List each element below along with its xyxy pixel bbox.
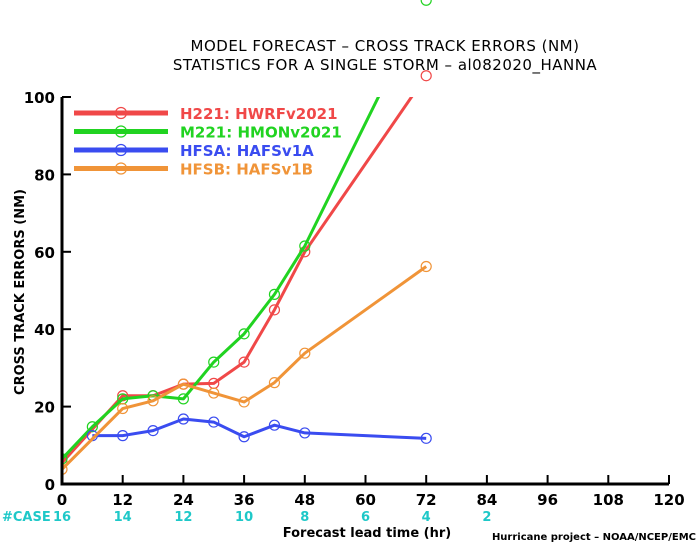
series-layer xyxy=(62,97,432,475)
x-tick-label: 120 xyxy=(653,491,684,509)
y-tick-label: 40 xyxy=(34,321,55,339)
data-point-h221-hwrfv2021 xyxy=(238,356,250,368)
x-tick-label: 84 xyxy=(476,491,497,509)
legend-label-m221-hmonv2021: M221: HMONv2021 xyxy=(180,124,342,142)
axes: 0 20 40 60 80 100 0 12 24 36 48 60 72 84 96 108 120 xyxy=(24,89,685,509)
y-tick-label: 20 xyxy=(34,399,55,417)
case-count: 8 xyxy=(300,510,309,525)
data-point-hfsa-hafsv1a xyxy=(177,413,189,425)
data-point-hfsb-hafsv1b xyxy=(177,378,189,390)
data-point-hfsb-hafsv1b xyxy=(420,260,432,273)
data-point-m221-hmonv2021 xyxy=(62,453,68,465)
legend-label-h221-hwrfv2021: H221: HWRFv2021 xyxy=(180,105,338,123)
data-point-hfsb-hafsv1b xyxy=(62,463,68,475)
legend-label-hfsb-hafsv1b: HFSB: HAFSv1B xyxy=(180,161,313,179)
data-point-hfsa-hafsv1a xyxy=(420,432,432,444)
data-point-hfsb-hafsv1b xyxy=(238,396,250,408)
y-tick-label: 60 xyxy=(34,244,55,262)
data-point-hfsb-hafsv1b xyxy=(208,387,220,399)
series-line-m221-hmonv2021 xyxy=(62,97,381,460)
data-point-hfsa-hafsv1a xyxy=(268,419,281,431)
data-point-m221-hmonv2021 xyxy=(268,288,281,300)
y-tick-label: 100 xyxy=(24,89,55,107)
data-point-m221-hmonv2021 xyxy=(177,393,189,405)
case-count: 12 xyxy=(174,510,192,525)
chart-subtitle: STATISTICS FOR A SINGLE STORM – al082020… xyxy=(173,56,598,75)
legend-marker-h221-hwrfv2021 xyxy=(114,106,128,120)
data-point-h221-hwrfv2021 xyxy=(420,70,432,82)
x-tick-label: 36 xyxy=(234,491,255,509)
case-count: 10 xyxy=(235,510,253,525)
x-tick-label: 108 xyxy=(593,491,624,509)
case-count: 4 xyxy=(422,510,431,525)
legend-marker-m221-hmonv2021 xyxy=(114,125,128,138)
credit-text: Hurricane project – NOAA/NCEP/EMC xyxy=(492,532,696,542)
x-tick-label: 48 xyxy=(294,491,315,509)
case-count: 6 xyxy=(361,510,370,525)
series-hfsb-hafsv1b xyxy=(62,260,432,475)
data-point-hfsb-hafsv1b xyxy=(299,347,311,359)
legend-label-hfsa-hafsv1a: HFSA: HAFSv1A xyxy=(180,142,314,160)
data-point-h221-hwrfv2021 xyxy=(268,304,281,316)
x-tick-label: 24 xyxy=(173,491,194,509)
out-of-range-markers xyxy=(420,0,432,82)
series-hfsa-hafsv1a xyxy=(86,413,432,444)
y-axis-label: CROSS TRACK ERRORS (NM) xyxy=(13,189,28,395)
data-point-hfsa-hafsv1a xyxy=(238,431,250,443)
data-point-hfsb-hafsv1b xyxy=(117,402,129,415)
data-point-hfsa-hafsv1a xyxy=(147,424,159,437)
series-line-hfsa-hafsv1a xyxy=(92,417,427,440)
x-tick-label: 0 xyxy=(57,491,67,509)
series-line-hfsb-hafsv1b xyxy=(62,265,428,471)
chart-title: MODEL FORECAST – CROSS TRACK ERRORS (NM) xyxy=(191,37,580,55)
x-tick-label: 96 xyxy=(537,491,558,509)
y-tick-label: 0 xyxy=(45,476,55,494)
x-axis-label: Forecast lead time (hr) xyxy=(283,526,451,541)
series-line-h221-hwrfv2021 xyxy=(62,97,414,464)
case-count: 2 xyxy=(482,510,491,525)
data-point-m221-hmonv2021 xyxy=(299,240,311,252)
data-point-hfsb-hafsv1b xyxy=(147,395,159,407)
data-point-m221-hmonv2021 xyxy=(208,356,220,368)
x-tick-label: 72 xyxy=(416,491,437,509)
case-count: 16 xyxy=(53,510,71,525)
data-point-hfsa-hafsv1a xyxy=(208,416,220,428)
legend-marker-hfsb-hafsv1b xyxy=(114,162,128,175)
case-label: #CASE xyxy=(2,510,51,525)
x-tick-label: 60 xyxy=(355,491,376,509)
data-point-hfsb-hafsv1b xyxy=(268,377,281,389)
data-point-m221-hmonv2021 xyxy=(238,328,250,340)
data-point-hfsa-hafsv1a xyxy=(299,427,311,439)
data-point-m221-hmonv2021 xyxy=(86,421,98,433)
data-point-m221-hmonv2021 xyxy=(420,0,432,6)
legend-marker-hfsa-hafsv1a xyxy=(114,143,128,157)
data-point-hfsa-hafsv1a xyxy=(117,430,129,442)
case-count: 14 xyxy=(114,510,132,525)
y-tick-label: 80 xyxy=(34,166,55,184)
case-counts: 16 14 12 10 8 6 4 2 xyxy=(53,510,491,525)
series-m221-hmonv2021 xyxy=(62,97,381,465)
x-tick-label: 12 xyxy=(112,491,133,509)
